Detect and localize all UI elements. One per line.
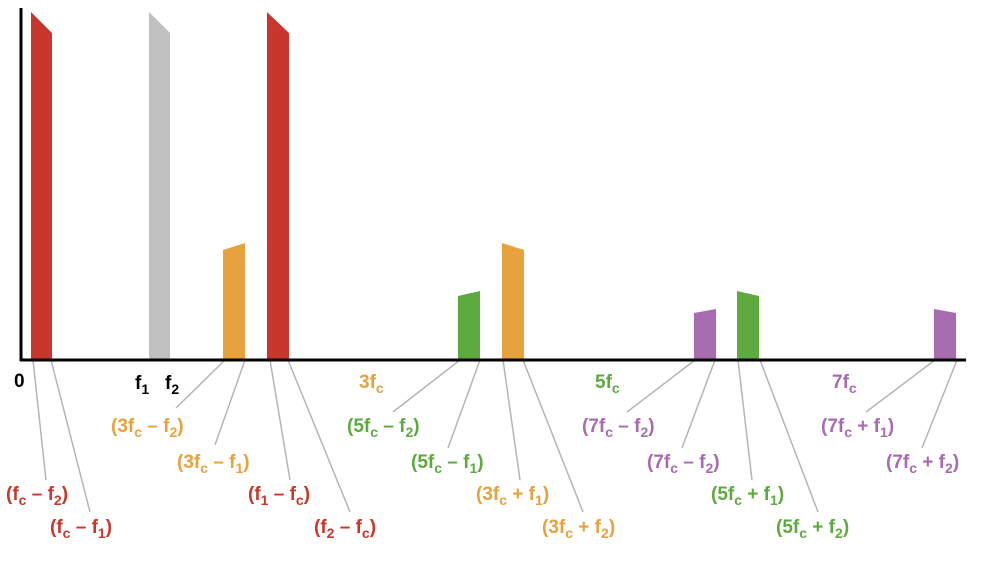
label-7fc-minus-f2-b: (7fc – f2) — [647, 452, 720, 476]
leader-orange-1 — [175, 359, 226, 409]
leader-purple-3 — [865, 359, 936, 413]
leader-lines — [32, 359, 958, 513]
leader-green-2 — [447, 359, 481, 449]
leader-purple-4 — [921, 359, 958, 449]
leader-red-4 — [287, 359, 351, 513]
label-f2-minus-fc: (f2 – fc) — [314, 517, 376, 541]
bar-orange-3fc-low — [223, 243, 245, 360]
f2-label: f2 — [165, 373, 179, 397]
leader-green-4 — [759, 359, 819, 513]
label-7fc-plus-f2: (7fc + f2) — [886, 452, 959, 476]
leader-green-1 — [392, 359, 461, 413]
spectral-lines — [31, 12, 956, 360]
label-fc-minus-f2: (fc – f2) — [6, 484, 68, 508]
origin-label: 0 — [14, 371, 25, 392]
bar-green-5fc-low — [458, 291, 480, 360]
harmonic-7fc-label: 7fc — [832, 372, 857, 396]
leader-purple-2 — [681, 359, 716, 449]
bar-green-5fc-high — [737, 291, 759, 360]
label-7fc-minus-f2-a: (7fc – f2) — [582, 416, 655, 440]
bar-gray-f1f2 — [149, 12, 170, 360]
component-labels: (fc – f2) (fc – f1) (3fc – f2) (3fc – f1… — [6, 416, 959, 541]
harmonic-3fc-label: 3fc — [359, 372, 384, 396]
bar-orange-3fc-high — [502, 243, 524, 360]
harmonic-5fc-label: 5fc — [595, 372, 620, 396]
label-5fc-minus-f1: (5fc – f1) — [411, 452, 484, 476]
label-3fc-minus-f2: (3fc – f2) — [111, 416, 184, 440]
label-5fc-minus-f2: (5fc – f2) — [347, 416, 420, 440]
label-5fc-plus-f1: (5fc + f1) — [711, 484, 784, 508]
leader-orange-4 — [522, 359, 584, 513]
leader-red-2 — [50, 359, 91, 513]
leader-orange-3 — [502, 359, 521, 481]
leader-red-1 — [32, 359, 47, 481]
label-3fc-plus-f1: (3fc + f1) — [476, 484, 549, 508]
label-5fc-plus-f2: (5fc + f2) — [776, 517, 849, 541]
leader-purple-1 — [626, 359, 696, 413]
leader-green-3 — [737, 359, 753, 481]
label-3fc-plus-f2: (3fc + f2) — [542, 517, 615, 541]
label-7fc-plus-f1: (7fc + f1) — [821, 416, 894, 440]
bar-red-fc-upper — [267, 12, 289, 360]
bar-purple-7fc-low — [694, 309, 716, 360]
label-fc-minus-f1: (fc – f1) — [50, 517, 112, 541]
leader-orange-2 — [214, 359, 246, 446]
label-3fc-minus-f1: (3fc – f1) — [177, 452, 250, 476]
f1-label: f1 — [135, 373, 149, 397]
bar-purple-7fc-high — [934, 309, 956, 360]
leader-red-3 — [269, 359, 291, 481]
label-f1-minus-fc: (f1 – fc) — [248, 484, 310, 508]
bar-red-fc — [31, 12, 52, 360]
